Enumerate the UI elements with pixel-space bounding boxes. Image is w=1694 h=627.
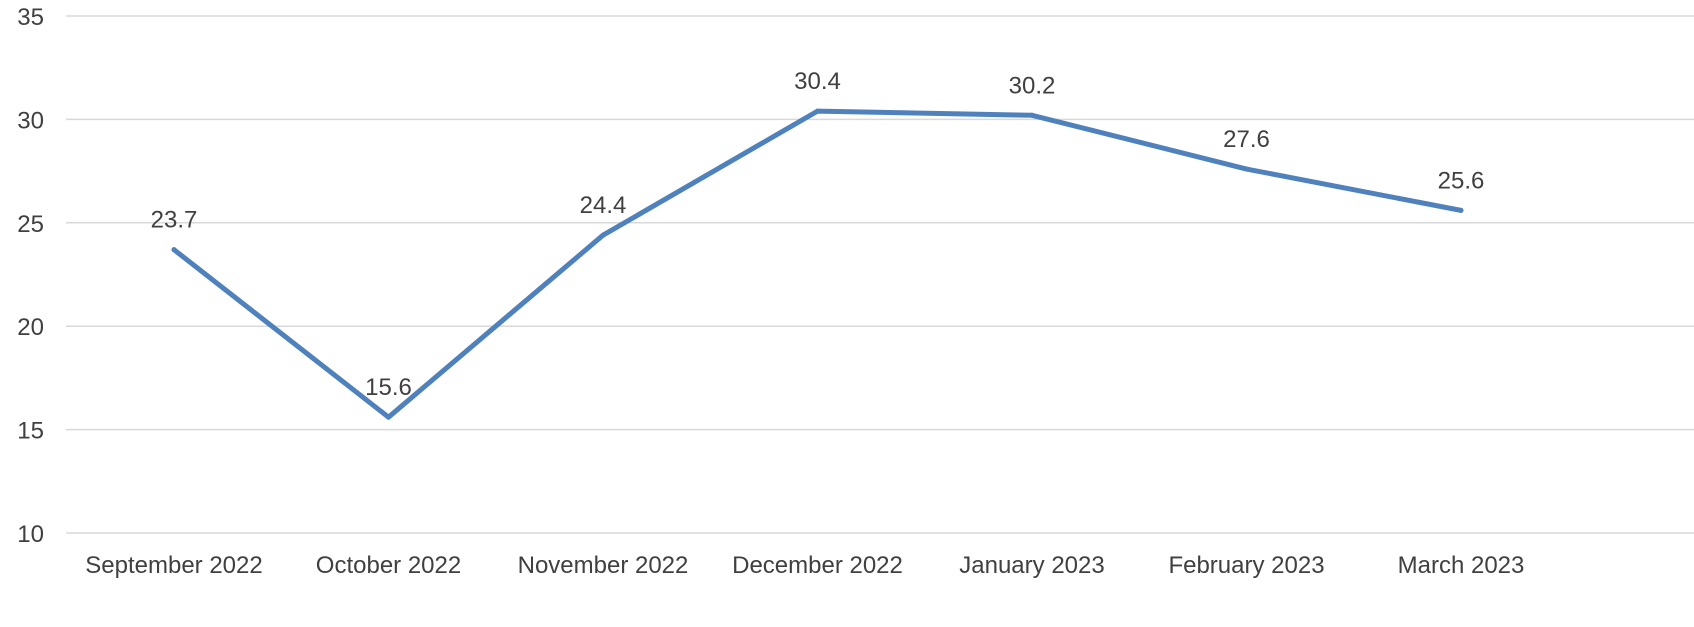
x-axis-ticks: September 2022 October 2022 November 2022 D…: [85, 552, 1524, 579]
data-point: [1244, 166, 1249, 172]
data-point: [171, 247, 177, 253]
data-point: [1458, 207, 1464, 213]
x-tick-label: November 2022: [518, 552, 689, 579]
y-tick-label: 20: [17, 314, 44, 341]
y-tick-label: 30: [17, 107, 44, 134]
x-tick-label: January 2023: [959, 552, 1104, 579]
series-line: [171, 108, 1464, 420]
x-tick-label: September 2022: [85, 552, 262, 579]
data-point: [600, 232, 606, 238]
data-point: [1029, 112, 1035, 118]
data-label: 27.6: [1223, 126, 1270, 153]
data-label: 30.4: [794, 68, 841, 95]
data-point: [815, 108, 820, 114]
y-tick-label: 25: [17, 211, 44, 238]
x-tick-label: December 2022: [732, 552, 903, 579]
y-tick-label: 10: [17, 521, 44, 548]
data-label: 15.6: [365, 374, 412, 401]
data-label: 24.4: [580, 192, 627, 219]
y-tick-label: 15: [17, 418, 44, 445]
x-tick-label: February 2023: [1168, 552, 1324, 579]
data-point: [386, 414, 391, 420]
data-label: 23.7: [151, 207, 198, 234]
data-label: 30.2: [1009, 72, 1056, 99]
x-tick-label: October 2022: [316, 552, 461, 579]
x-tick-label: March 2023: [1398, 552, 1525, 579]
data-label: 25.6: [1438, 167, 1485, 194]
gridlines: [66, 15, 1694, 534]
data-labels: 23.7 15.6 24.4 30.4 30.2 27.6 25.6: [151, 68, 1485, 401]
y-axis-ticks: 35 30 25 20 15 10: [17, 4, 44, 548]
series-layer: [171, 108, 1464, 420]
y-tick-label: 35: [17, 4, 44, 31]
